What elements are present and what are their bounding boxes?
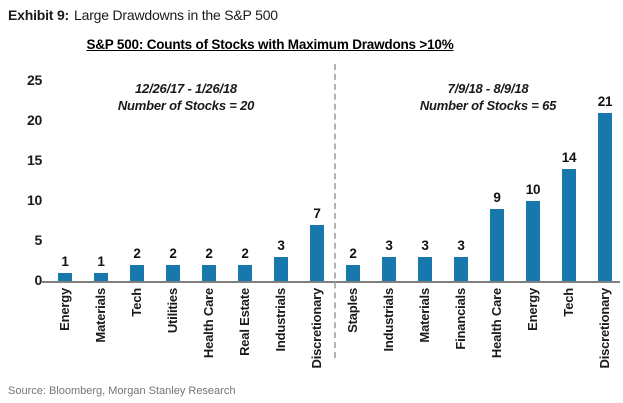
bar bbox=[202, 265, 216, 281]
annotation-period-2: 7/9/18 - 8/9/18 Number of Stocks = 65 bbox=[358, 80, 618, 114]
annotation-period-1-count: Number of Stocks = 20 bbox=[117, 98, 255, 113]
bar-value-label: 2 bbox=[241, 246, 249, 261]
bar bbox=[418, 257, 432, 281]
x-axis-category-label: Staples bbox=[345, 288, 360, 333]
bar bbox=[94, 273, 108, 281]
y-axis-tick-label: 25 bbox=[27, 72, 42, 88]
bar-value-label: 7 bbox=[313, 206, 321, 221]
exhibit-label: Exhibit 9: bbox=[8, 7, 70, 23]
bar bbox=[274, 257, 288, 281]
bar-value-label: 2 bbox=[205, 246, 213, 261]
x-axis-category-label: Health Care bbox=[201, 288, 216, 359]
source-note: Source: Bloomberg, Morgan Stanley Resear… bbox=[8, 385, 236, 397]
bar-value-label: 14 bbox=[561, 150, 577, 165]
bar-value-label: 3 bbox=[421, 238, 429, 253]
bar bbox=[598, 113, 612, 281]
exhibit-header: Exhibit 9: Large Drawdowns in the S&P 500 bbox=[8, 7, 278, 23]
y-axis-tick-label: 20 bbox=[27, 112, 42, 128]
bar bbox=[238, 265, 252, 281]
bar bbox=[130, 265, 144, 281]
bar-value-label: 21 bbox=[597, 94, 613, 109]
bar bbox=[346, 265, 360, 281]
x-axis-category-label: Discretionary bbox=[309, 288, 324, 369]
x-axis-category-label: Materials bbox=[93, 288, 108, 343]
x-axis-category-label: Energy bbox=[57, 288, 72, 331]
bar bbox=[490, 209, 504, 281]
x-axis-category-label: Tech bbox=[561, 288, 576, 317]
bar-value-label: 10 bbox=[525, 182, 541, 197]
x-axis-category-label: Industrials bbox=[273, 288, 288, 352]
bar-value-label: 2 bbox=[169, 246, 177, 261]
y-axis-tick-label: 5 bbox=[34, 232, 43, 248]
bar-value-label: 3 bbox=[457, 238, 465, 253]
x-axis-line bbox=[42, 281, 620, 283]
bar bbox=[58, 273, 72, 281]
y-axis-tick-label: 0 bbox=[34, 272, 43, 288]
x-axis-category-label: Real Estate bbox=[237, 288, 252, 356]
bar-value-label: 3 bbox=[385, 238, 393, 253]
x-axis-category-label: Discretionary bbox=[597, 288, 612, 369]
group-divider-dashed-line bbox=[334, 64, 336, 358]
annotation-period-2-dates: 7/9/18 - 8/9/18 bbox=[447, 81, 529, 96]
x-axis-category-label: Utilities bbox=[165, 288, 180, 334]
annotation-period-1-dates: 12/26/17 - 1/26/18 bbox=[135, 81, 237, 96]
x-axis-category-label: Industrials bbox=[381, 288, 396, 352]
chart-title: S&P 500: Counts of Stocks with Maximum D… bbox=[86, 37, 454, 52]
bar bbox=[562, 169, 576, 281]
bar bbox=[454, 257, 468, 281]
bar-value-label: 1 bbox=[61, 254, 69, 269]
bar bbox=[526, 201, 540, 281]
annotation-period-1: 12/26/17 - 1/26/18 Number of Stocks = 20 bbox=[56, 80, 316, 114]
x-axis-category-label: Materials bbox=[417, 288, 432, 343]
x-axis-category-label: Energy bbox=[525, 288, 540, 331]
y-axis-tick-label: 10 bbox=[27, 192, 42, 208]
bar-value-label: 9 bbox=[493, 190, 501, 205]
exhibit-title: Large Drawdowns in the S&P 500 bbox=[74, 7, 278, 23]
bar bbox=[166, 265, 180, 281]
annotation-period-2-count: Number of Stocks = 65 bbox=[419, 98, 557, 113]
bar-value-label: 3 bbox=[277, 238, 285, 253]
bar-value-label: 1 bbox=[97, 254, 105, 269]
y-axis-tick-label: 15 bbox=[27, 152, 42, 168]
x-axis-category-label: Health Care bbox=[489, 288, 504, 359]
bar bbox=[382, 257, 396, 281]
bar-value-label: 2 bbox=[349, 246, 357, 261]
x-axis-category-label: Tech bbox=[129, 288, 144, 317]
bar-value-label: 2 bbox=[133, 246, 141, 261]
bar bbox=[310, 225, 324, 281]
x-axis-category-label: Financials bbox=[453, 288, 468, 350]
